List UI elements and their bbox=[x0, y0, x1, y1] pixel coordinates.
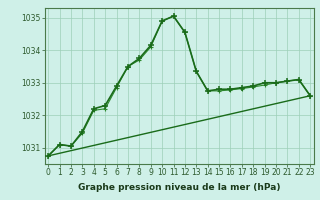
X-axis label: Graphe pression niveau de la mer (hPa): Graphe pression niveau de la mer (hPa) bbox=[78, 183, 280, 192]
